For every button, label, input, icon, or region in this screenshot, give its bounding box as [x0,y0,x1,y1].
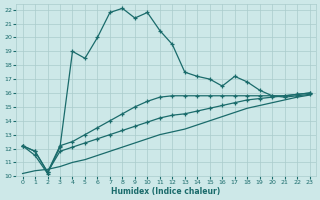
X-axis label: Humidex (Indice chaleur): Humidex (Indice chaleur) [111,187,221,196]
